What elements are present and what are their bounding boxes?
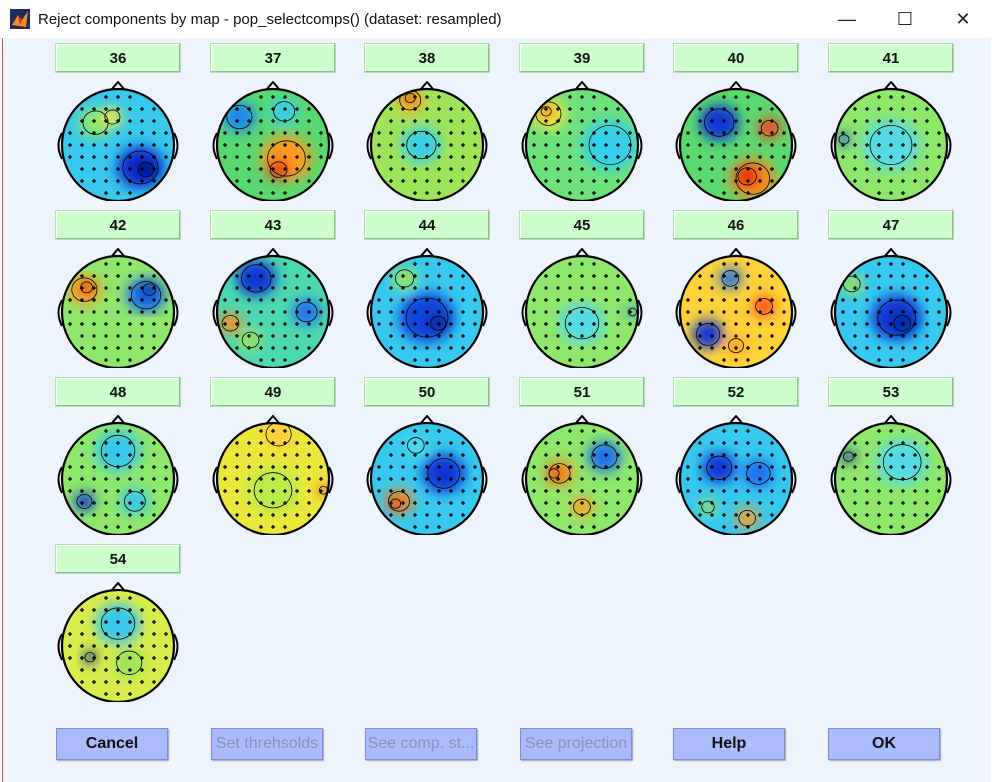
component-36-topoplot[interactable] <box>53 80 183 203</box>
component-42-topoplot[interactable] <box>53 247 183 370</box>
cancel-button[interactable]: Cancel <box>56 728 168 760</box>
component-41-topoplot[interactable] <box>826 80 956 203</box>
component-46-button[interactable]: 46 <box>673 210 799 240</box>
component-40-topoplot[interactable] <box>671 80 801 203</box>
component-grid-panel: 36 37 38 39 40 41 42 43 44 45 46 47 48 49 50 51 52 53 54 C… <box>2 38 991 782</box>
component-53-topoplot[interactable] <box>826 414 956 537</box>
component-41-button[interactable]: 41 <box>828 43 954 73</box>
component-43-topoplot[interactable] <box>208 247 338 370</box>
ok-button[interactable]: OK <box>828 728 940 760</box>
component-51-topoplot[interactable] <box>517 414 647 537</box>
component-47-topoplot[interactable] <box>826 247 956 370</box>
close-button[interactable]: ✕ <box>934 0 992 38</box>
component-45-button[interactable]: 45 <box>519 210 645 240</box>
component-38-topoplot[interactable] <box>362 80 492 203</box>
matlab-app-icon <box>10 9 30 29</box>
see-projection-button[interactable]: See projection <box>520 728 632 760</box>
component-44-topoplot[interactable] <box>362 247 492 370</box>
component-54-button[interactable]: 54 <box>55 544 181 574</box>
minimize-button[interactable]: — <box>818 0 876 38</box>
window-title: Reject components by map - pop_selectcom… <box>38 10 502 28</box>
component-53-button[interactable]: 53 <box>828 377 954 407</box>
component-39-button[interactable]: 39 <box>519 43 645 73</box>
component-50-topoplot[interactable] <box>362 414 492 537</box>
window-controls: — ☐ ✕ <box>818 0 992 38</box>
help-button[interactable]: Help <box>673 728 785 760</box>
component-49-button[interactable]: 49 <box>210 377 336 407</box>
component-37-topoplot[interactable] <box>208 80 338 203</box>
component-37-button[interactable]: 37 <box>210 43 336 73</box>
set-thresholds-button[interactable]: Set threhsolds <box>211 728 323 760</box>
component-40-button[interactable]: 40 <box>673 43 799 73</box>
component-51-button[interactable]: 51 <box>519 377 645 407</box>
component-47-button[interactable]: 47 <box>828 210 954 240</box>
component-44-button[interactable]: 44 <box>364 210 490 240</box>
component-49-topoplot[interactable] <box>208 414 338 537</box>
title-bar: Reject components by map - pop_selectcom… <box>0 0 992 39</box>
component-43-button[interactable]: 43 <box>210 210 336 240</box>
component-48-topoplot[interactable] <box>53 414 183 537</box>
component-52-topoplot[interactable] <box>671 414 801 537</box>
component-38-button[interactable]: 38 <box>364 43 490 73</box>
component-50-button[interactable]: 50 <box>364 377 490 407</box>
component-39-topoplot[interactable] <box>517 80 647 203</box>
maximize-icon: ☐ <box>896 8 914 29</box>
close-icon: ✕ <box>955 8 971 29</box>
component-48-button[interactable]: 48 <box>55 377 181 407</box>
component-46-topoplot[interactable] <box>671 247 801 370</box>
maximize-button[interactable]: ☐ <box>876 0 934 38</box>
component-45-topoplot[interactable] <box>517 247 647 370</box>
see-comp-stats-button[interactable]: See comp. st... <box>365 728 477 760</box>
component-36-button[interactable]: 36 <box>55 43 181 73</box>
minimize-icon: — <box>838 8 856 29</box>
component-54-topoplot[interactable] <box>53 581 183 704</box>
component-52-button[interactable]: 52 <box>673 377 799 407</box>
component-42-button[interactable]: 42 <box>55 210 181 240</box>
